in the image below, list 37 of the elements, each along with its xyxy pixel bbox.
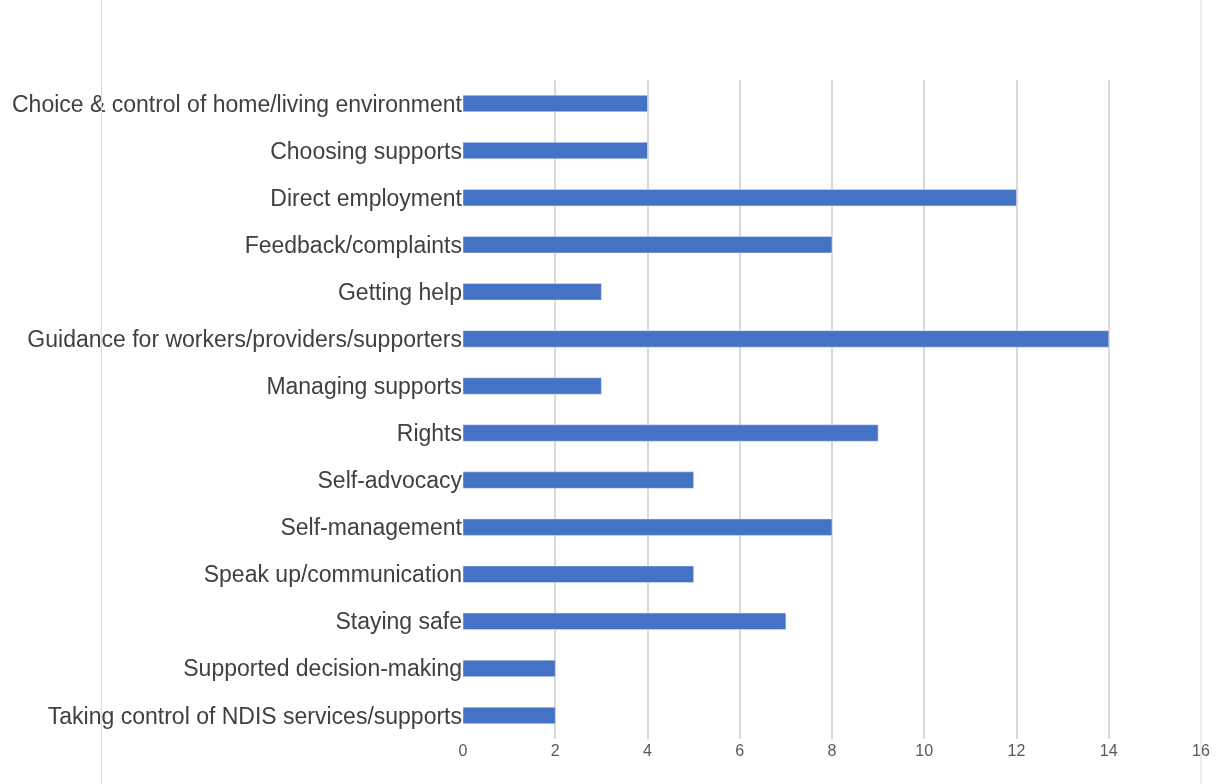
bar	[463, 95, 648, 113]
y-tick-label: Speak up/communication	[203, 561, 462, 588]
y-tick-label: Supported decision-making	[183, 655, 462, 682]
y-tick-label: Self-management	[280, 514, 463, 541]
bar	[463, 565, 694, 583]
x-tick-label: 12	[1007, 742, 1026, 759]
x-tick-label: 16	[1192, 742, 1210, 759]
bar	[463, 706, 556, 724]
bar	[463, 377, 602, 395]
bar	[463, 424, 879, 442]
y-tick-label: Self-advocacy	[317, 467, 463, 494]
x-tick-label: 6	[735, 742, 745, 759]
y-tick-label: Staying safe	[335, 608, 462, 635]
x-tick-label: 4	[643, 742, 653, 759]
y-tick-label: Getting help	[337, 278, 462, 305]
x-tick-label: 0	[458, 742, 468, 759]
bar	[463, 612, 787, 630]
bar	[463, 236, 833, 254]
y-tick-label: Choice & control of home/living environment	[11, 90, 463, 117]
bar	[463, 283, 602, 301]
y-tick-label: Choosing supports	[270, 137, 462, 164]
x-tick-label: 14	[1099, 742, 1118, 759]
x-tick-label: 10	[915, 742, 934, 759]
y-tick-label: Feedback/complaints	[244, 231, 462, 258]
y-tick-label: Managing supports	[266, 373, 462, 400]
bar	[463, 142, 648, 160]
y-tick-label: Rights	[396, 420, 462, 447]
y-tick-label: Guidance for workers/providers/supporters	[27, 325, 462, 352]
x-tick-label: 2	[550, 742, 560, 759]
bar	[463, 471, 694, 489]
y-tick-label: Direct employment	[270, 184, 463, 211]
bar	[463, 330, 1109, 348]
bar	[463, 518, 833, 536]
bar	[463, 659, 556, 677]
x-tick-label: 8	[827, 742, 837, 759]
y-tick-label: Taking control of NDIS services/supports	[47, 702, 462, 729]
bar	[463, 189, 1017, 207]
